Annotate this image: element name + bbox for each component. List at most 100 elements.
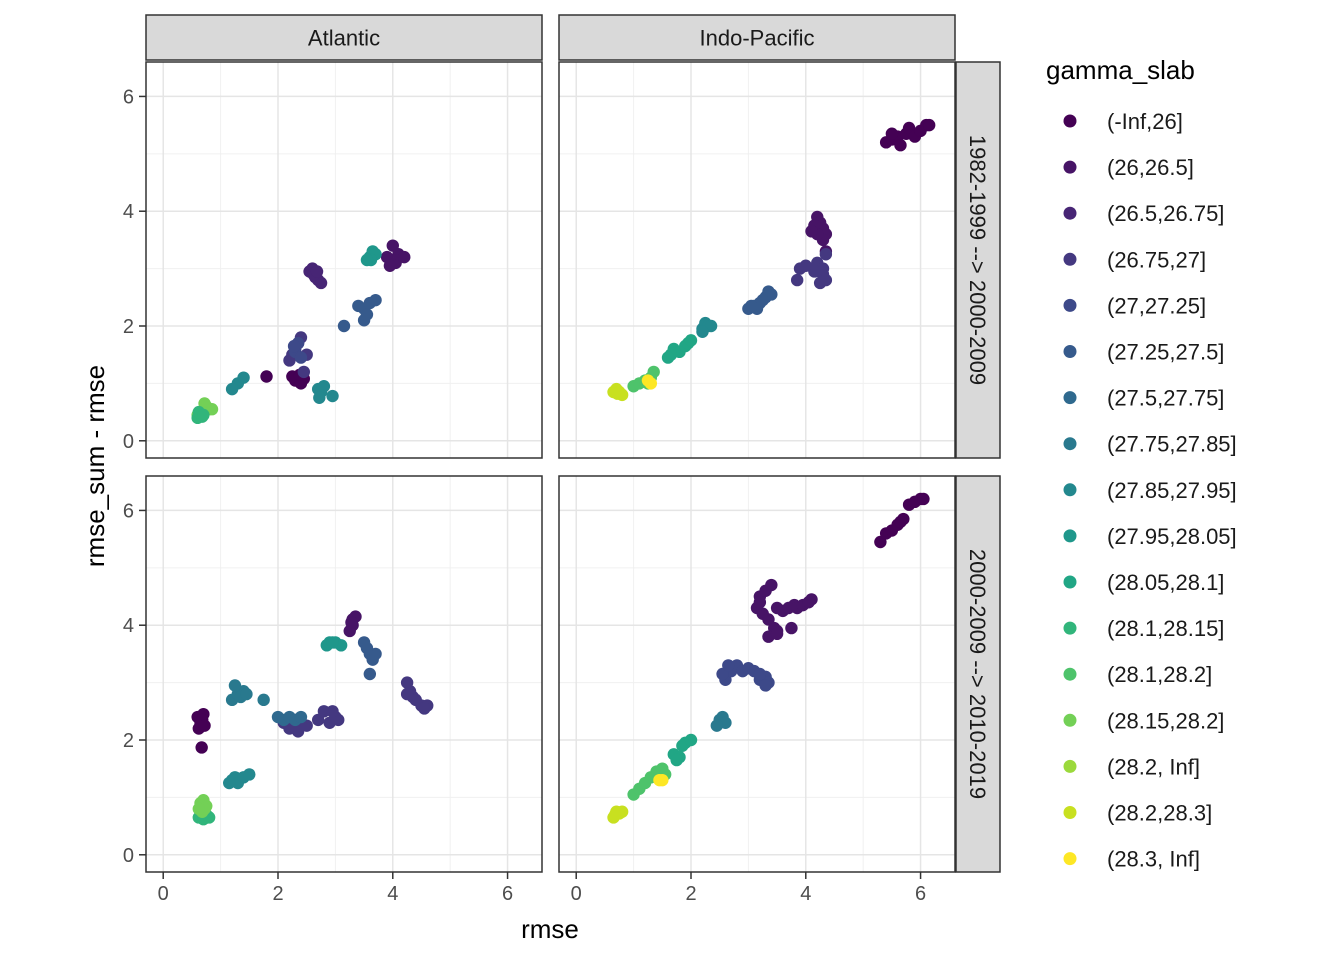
legend-label: (26.75,27] [1107, 247, 1206, 272]
data-point [310, 265, 324, 278]
x-tick-label: 2 [272, 883, 283, 905]
data-point [369, 293, 382, 307]
data-point [770, 627, 784, 641]
facet-strip-right [955, 475, 1001, 873]
facet-label-row: 1982-1999 --> 2000-2009 [965, 135, 990, 385]
data-point [802, 596, 815, 609]
data-point [192, 802, 205, 816]
points-panel-1-1 [607, 492, 930, 824]
data-point [360, 253, 374, 267]
data-point [398, 250, 411, 264]
data-point [225, 382, 239, 396]
legend-key [1063, 345, 1077, 358]
legend-items: (-Inf,26] (26,26.5] (26.5,26.75] (26.75,27]… [1063, 109, 1237, 872]
points-panel-0-0 [191, 239, 411, 425]
y-tick-label: 6 [123, 500, 134, 522]
data-point [684, 733, 698, 747]
data-point [670, 753, 683, 767]
facet-label-column: Atlantic [308, 26, 380, 51]
y-tick-label: 6 [123, 86, 134, 108]
x-tick-label: 6 [502, 883, 513, 905]
facet-strip-top [145, 14, 543, 61]
x-axis-label: rmse [521, 914, 579, 944]
data-point [240, 687, 253, 701]
legend-key [1063, 437, 1077, 451]
data-point [337, 319, 351, 333]
legend-label: (27.5,27.75] [1107, 386, 1224, 411]
x-tick-label: 4 [387, 883, 398, 905]
legend-key [1063, 852, 1077, 866]
data-point [287, 339, 301, 353]
x-tick-label: 0 [158, 883, 169, 905]
data-point [745, 299, 758, 313]
data-point [294, 351, 308, 364]
data-point [363, 667, 377, 681]
data-point [710, 719, 724, 732]
facet-strip-top [558, 14, 956, 61]
legend-label: (28.1,28.15] [1107, 616, 1224, 641]
legend-label: (27.85,27.95] [1107, 478, 1237, 503]
x-tick-label: 2 [685, 883, 696, 905]
x-tick-label: 6 [915, 883, 926, 905]
legend-key [1063, 713, 1077, 727]
data-point [197, 408, 210, 422]
legend: gamma_slab (-Inf,26] (26,26.5] (26.5,26.75… [1046, 55, 1237, 872]
data-point [297, 365, 311, 379]
y-tick-label: 4 [123, 201, 134, 223]
data-point [237, 371, 250, 384]
data-point [357, 314, 371, 327]
legend-key [1063, 483, 1077, 497]
data-point [799, 259, 812, 272]
data-point [195, 741, 208, 754]
data-point [314, 276, 328, 290]
legend-key [1063, 667, 1077, 681]
data-point [260, 370, 273, 383]
legend-key [1063, 391, 1077, 405]
data-point [326, 636, 339, 649]
facet-label-column: Indo-Pacific [700, 26, 815, 51]
data-point [805, 225, 818, 238]
y-tick-label: 0 [123, 845, 134, 867]
data-point [611, 387, 624, 400]
data-point [894, 139, 907, 152]
legend-key [1063, 114, 1077, 128]
y-tick-label: 4 [123, 615, 134, 637]
data-point [894, 515, 907, 529]
data-point [885, 127, 899, 140]
legend-key [1063, 252, 1077, 266]
data-point [360, 641, 374, 655]
panel-background [146, 62, 542, 458]
legend-label: (26,26.5] [1107, 155, 1194, 180]
legend-label: (26.5,26.75] [1107, 201, 1224, 226]
data-point [819, 248, 833, 261]
data-point [656, 773, 669, 787]
facet-label-row: 2000-2009 --> 2010-2019 [965, 549, 990, 799]
legend-label: (28.05,28.1] [1107, 570, 1224, 595]
legend-key [1063, 575, 1077, 589]
facet-strip-right [955, 61, 1001, 459]
legend-key [1063, 806, 1077, 819]
data-point [790, 273, 804, 287]
data-point [765, 578, 778, 592]
data-point [922, 118, 936, 132]
data-point [609, 808, 622, 821]
legend-key [1063, 759, 1077, 773]
data-point [753, 596, 767, 609]
legend-label: (28.2,28.3] [1107, 801, 1212, 826]
data-point [684, 334, 698, 347]
data-point [317, 380, 331, 393]
data-point [228, 679, 242, 692]
points-panel-0-1 [607, 118, 936, 402]
data-point [383, 259, 397, 272]
data-point [813, 276, 827, 290]
data-point [722, 659, 735, 672]
x-tick-label: 0 [571, 883, 582, 905]
plot-panels: Atlantic Indo-Pacific 1982-1999 --> 2000-2… [123, 14, 1001, 905]
data-point [317, 705, 331, 718]
legend-label: (-Inf,26] [1107, 109, 1183, 134]
legend-title: gamma_slab [1046, 55, 1195, 85]
panel-border [145, 475, 543, 873]
points-panel-1-0 [191, 610, 434, 826]
y-axis-label: rmse_sum - rmse [80, 365, 110, 567]
legend-label: (28.2, Inf] [1107, 754, 1200, 779]
